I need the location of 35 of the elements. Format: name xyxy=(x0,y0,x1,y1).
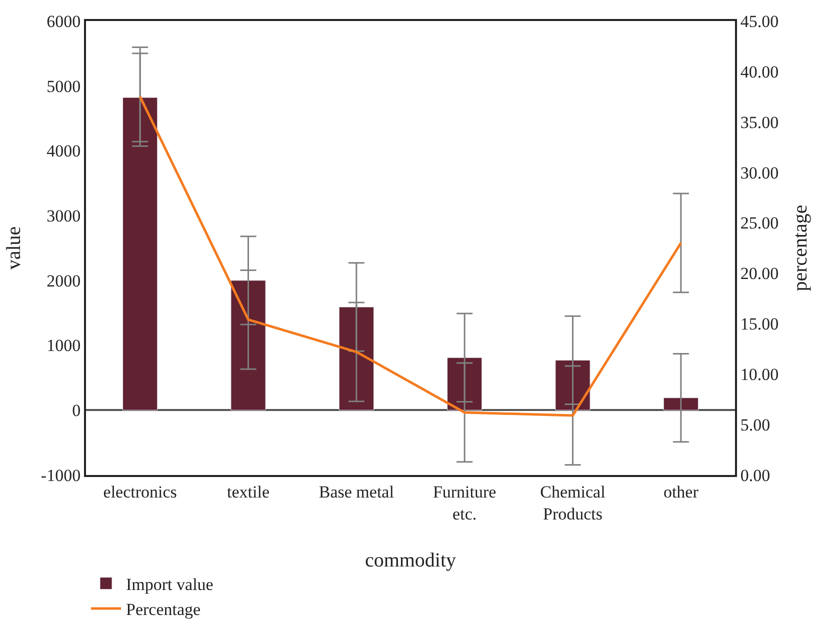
y-tick-label: 2000 xyxy=(46,271,81,290)
y2-tick-label: 15.00 xyxy=(740,314,779,334)
y-tick-label: -1000 xyxy=(40,466,81,485)
y2-tick-label: 30.00 xyxy=(740,163,779,182)
y2-tick-label: 45.00 xyxy=(740,12,779,31)
y-tick-label: 3000 xyxy=(46,206,81,226)
line-series xyxy=(138,95,682,417)
x-tick-label: electronics xyxy=(103,482,177,502)
x-tick-label: other xyxy=(663,482,699,502)
y-tick-label: 6000 xyxy=(46,12,81,31)
x-tick-label: Furniture etc. xyxy=(432,482,496,524)
y-axis-title: value xyxy=(2,226,25,270)
y2-tick-label: 25.00 xyxy=(740,214,779,233)
y2-tick-label: 35.00 xyxy=(740,112,779,132)
bar xyxy=(230,280,266,410)
y-tick-label: 1000 xyxy=(46,336,81,356)
y-tick-label: 4000 xyxy=(46,142,81,161)
y2-tick-label: 10.00 xyxy=(740,365,779,384)
x-tick-label: Base metal xyxy=(318,482,394,502)
bar xyxy=(447,357,482,410)
y2-tick-label: 20.00 xyxy=(740,264,779,284)
y2-tick-label: 0.00 xyxy=(740,466,770,485)
y-tick-label: 5000 xyxy=(46,76,81,96)
bar xyxy=(663,398,698,410)
x-axis-title: commodity xyxy=(364,550,456,572)
y2-axis-title: percentage xyxy=(790,204,812,292)
y-tick-label: 0 xyxy=(72,401,81,420)
x-tick-label: Chemical Products xyxy=(540,482,606,524)
bar xyxy=(338,306,374,410)
y2-tick-label: 5.00 xyxy=(740,416,770,435)
x-tick-label: textile xyxy=(227,482,270,502)
legend-label: Import value xyxy=(126,574,214,594)
legend-label: Percentage xyxy=(126,600,201,620)
bar xyxy=(122,97,158,410)
y2-tick-label: 40.00 xyxy=(740,62,779,82)
